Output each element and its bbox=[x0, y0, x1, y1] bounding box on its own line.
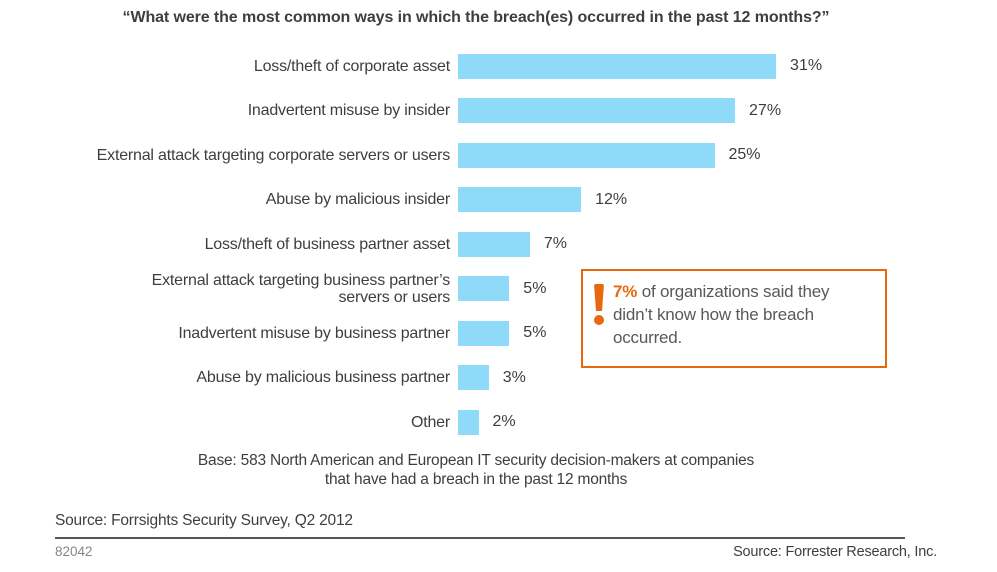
value-label: 27% bbox=[749, 101, 782, 119]
category-label: Abuse by malicious business partner bbox=[196, 369, 450, 387]
brand-source: Source: Forrester Research, Inc. bbox=[733, 544, 937, 560]
bar-row: Inadvertent misuse by insider 27% bbox=[0, 89, 822, 134]
category-label: Loss/theft of business partner asset bbox=[204, 235, 451, 253]
footer-divider bbox=[55, 537, 905, 539]
bar bbox=[458, 142, 715, 168]
category-label: Inadvertent misuse by business partner bbox=[178, 324, 450, 342]
category-label: Loss/theft of corporate asset bbox=[253, 57, 450, 75]
bar-chart: Loss/theft of corporate asset 31% Inadvert… bbox=[0, 44, 822, 445]
value-label: 12% bbox=[595, 190, 628, 208]
category-label: External attack targeting corporate serv… bbox=[96, 146, 451, 164]
bar-row: Loss/theft of corporate asset 31% bbox=[0, 44, 822, 89]
bar bbox=[458, 365, 489, 391]
exclamation-bar bbox=[594, 284, 604, 311]
exclamation-dot bbox=[594, 315, 604, 325]
bar bbox=[458, 98, 736, 124]
value-label: 25% bbox=[728, 146, 761, 164]
base-note: Base: 583 North American and European IT… bbox=[197, 452, 755, 488]
value-label: 2% bbox=[492, 413, 516, 431]
value-label: 3% bbox=[502, 368, 526, 386]
callout-box: 7% of organizations said they didn’t kno… bbox=[581, 269, 887, 368]
bar-row: External attack targeting business partn… bbox=[0, 267, 822, 312]
value-label: 5% bbox=[523, 324, 547, 342]
callout-text: 7% of organizations said they didn’t kno… bbox=[613, 280, 867, 358]
bar bbox=[458, 187, 582, 213]
exclamation-icon bbox=[594, 284, 606, 358]
bar bbox=[458, 409, 479, 435]
bar-row: External attack targeting corporate serv… bbox=[0, 133, 822, 178]
value-label: 31% bbox=[790, 57, 823, 75]
bar-row: Inadvertent misuse by business partner 5% bbox=[0, 311, 822, 356]
category-label: Abuse by malicious insider bbox=[265, 191, 450, 209]
bar-row: Loss/theft of business partner asset 7% bbox=[0, 222, 822, 267]
bar bbox=[458, 320, 510, 346]
bar bbox=[458, 53, 777, 79]
value-label: 5% bbox=[523, 279, 547, 297]
bar-row: Other 2% bbox=[0, 400, 822, 445]
category-label: External attack targeting business partn… bbox=[151, 271, 451, 306]
bar-row: Abuse by malicious business partner 3% bbox=[0, 356, 822, 401]
survey-source: Source: Forrsights Security Survey, Q2 2… bbox=[55, 512, 353, 529]
document-number: 82042 bbox=[55, 544, 93, 559]
footer-row: 82042 Source: Forrester Research, Inc. bbox=[55, 544, 937, 560]
callout-body: of organizations said they didn’t know h… bbox=[613, 282, 830, 347]
category-label: Other bbox=[410, 413, 450, 431]
chart-title: “What were the most common ways in which… bbox=[122, 9, 830, 26]
value-label: 7% bbox=[543, 235, 567, 253]
bar-row: Abuse by malicious insider 12% bbox=[0, 178, 822, 223]
bar bbox=[458, 231, 530, 257]
bar bbox=[458, 276, 510, 302]
category-label: Inadvertent misuse by insider bbox=[247, 102, 451, 120]
callout-highlight: 7% bbox=[613, 282, 638, 301]
